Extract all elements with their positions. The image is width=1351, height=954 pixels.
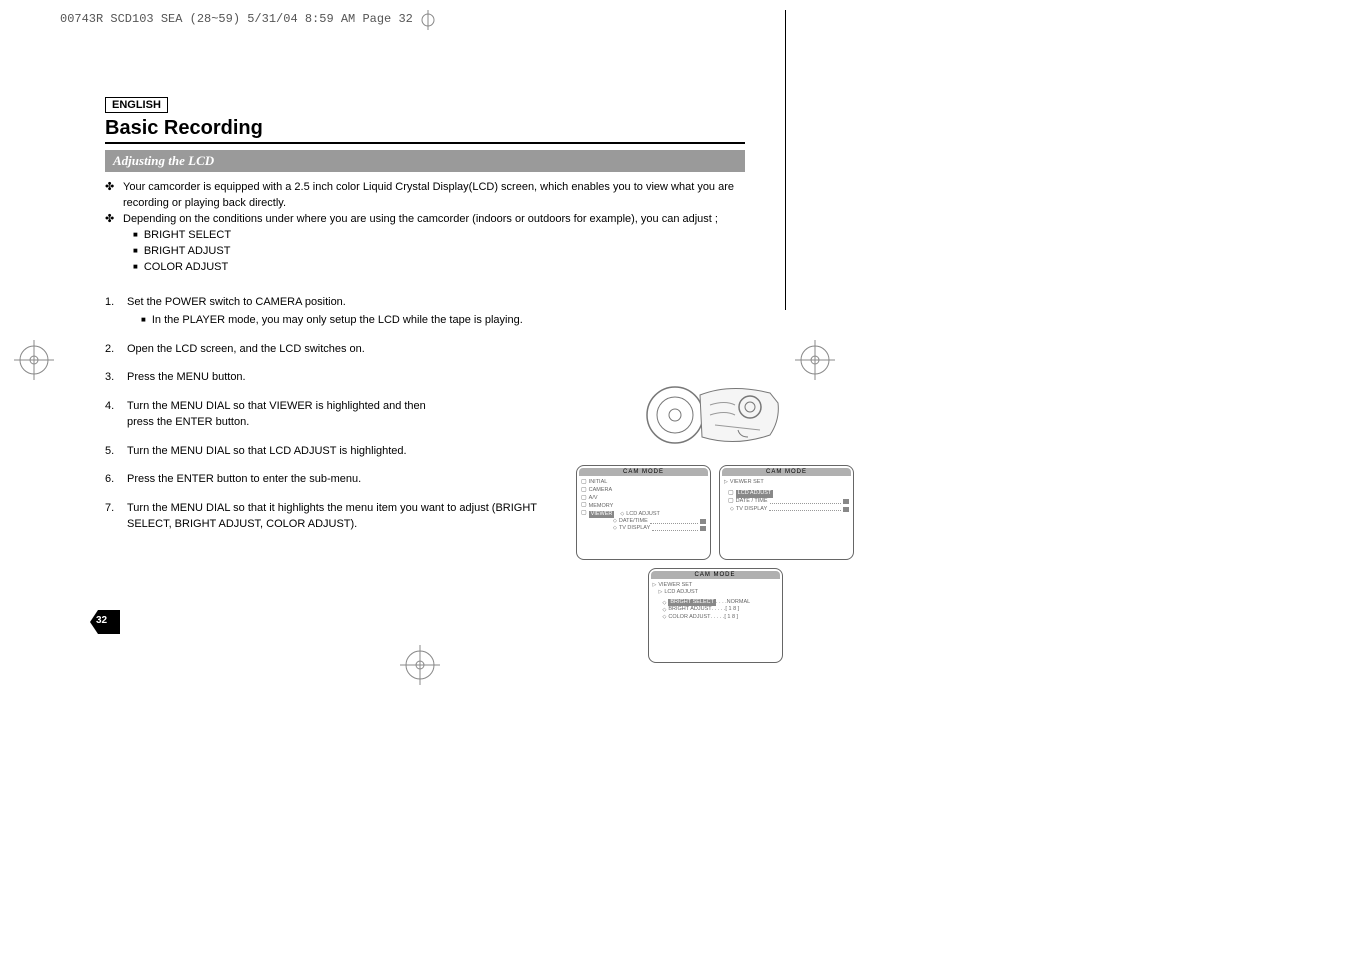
menu-subitem: LCD ADJUST: [614, 511, 659, 518]
adjust-list: BRIGHT SELECT BRIGHT ADJUST COLOR ADJUST: [105, 228, 745, 276]
bullet-icon: ✤: [105, 212, 117, 228]
menu-header: CAM MODE: [579, 468, 708, 476]
menu-content: INITIAL CAMERA A/V MEMORY VIEWER LCD ADJ…: [581, 479, 706, 532]
fold-line: [785, 10, 786, 310]
menu-subtitle: LCD ADJUST: [664, 589, 698, 596]
menu-value: [ 1 8 ]: [724, 614, 738, 621]
crop-mark-bottom-icon: [400, 645, 440, 685]
menu-item: BRIGHT ADJUST: [668, 606, 711, 613]
menu-screen-1: CAM MODE INITIAL CAMERA A/V MEMORY VIEWE…: [576, 465, 711, 560]
menu-item: CAMERA: [589, 487, 613, 494]
crop-mark-left-icon: [14, 340, 54, 380]
menu-screen-3: CAM MODE VIEWER SET LCD ADJUST BRIGHT SE…: [648, 568, 783, 663]
step-subtext: In the PLAYER mode, you may only setup t…: [127, 312, 523, 329]
list-item: COLOR ADJUST: [133, 260, 745, 276]
menu-item-highlighted: BRIGHT SELECT: [668, 599, 716, 606]
menu-item: COLOR ADJUST: [668, 614, 710, 621]
steps-block: 1. Set the POWER switch to CAMERA positi…: [105, 294, 525, 533]
menu-title: VIEWER SET: [658, 582, 692, 589]
step-text: Set the POWER switch to CAMERA position.: [127, 296, 346, 308]
step-num: 7.: [105, 500, 119, 533]
step-num: 2.: [105, 341, 119, 358]
step-text: Open the LCD screen, and the LCD switche…: [127, 341, 365, 358]
menu-screen-2: CAM MODE VIEWER SET LCD ADJUST DATE / TI…: [719, 465, 854, 560]
step-num: 5.: [105, 443, 119, 460]
menu-value: [ 1 8 ]: [725, 606, 739, 613]
step-num: 1.: [105, 294, 119, 329]
step-text: Turn the MENU DIAL so that LCD ADJUST is…: [127, 443, 407, 460]
page-title: Basic Recording: [105, 117, 745, 144]
step-num: 4.: [105, 398, 119, 431]
figures-area: CAM MODE INITIAL CAMERA A/V MEMORY VIEWE…: [575, 375, 855, 663]
crop-mark-top-icon: [418, 10, 438, 30]
menu-item: DATE / TIME: [736, 498, 768, 505]
menu-item: TV DISPLAY: [736, 506, 767, 513]
menu-content: VIEWER SET LCD ADJUST BRIGHT SELECT. . .…: [653, 582, 778, 621]
print-slug: 00743R SCD103 SEA (28~59) 5/31/04 8:59 A…: [60, 12, 413, 26]
page-content: ENGLISH Basic Recording Adjusting the LC…: [105, 95, 745, 545]
menu-header: CAM MODE: [722, 468, 851, 476]
menu-row: CAM MODE INITIAL CAMERA A/V MEMORY VIEWE…: [575, 465, 855, 560]
menu-subitem: DATE/TIME: [619, 518, 648, 525]
menu-item-highlighted: LCD ADJUST: [736, 490, 774, 497]
list-item: BRIGHT SELECT: [133, 228, 745, 244]
step-num: 6.: [105, 471, 119, 488]
menu-item: INITIAL: [589, 479, 608, 486]
step-text: Press the ENTER button to enter the sub-…: [127, 471, 361, 488]
list-item: BRIGHT ADJUST: [133, 244, 745, 260]
step-text: Turn the MENU DIAL so that VIEWER is hig…: [127, 398, 455, 431]
menu-content: VIEWER SET LCD ADJUST DATE / TIME TV DIS…: [724, 479, 849, 513]
intro-text-1: Your camcorder is equipped with a 2.5 in…: [123, 180, 745, 212]
menu-subitem: TV DISPLAY: [619, 525, 650, 532]
step-num: 3.: [105, 369, 119, 386]
camcorder-illustration: [640, 375, 790, 455]
menu-item: MEMORY: [589, 503, 614, 510]
intro-block: ✤ Your camcorder is equipped with a 2.5 …: [105, 180, 745, 276]
menu-value: NORMAL: [727, 599, 751, 606]
step-text: Press the MENU button.: [127, 369, 246, 386]
intro-text-2: Depending on the conditions under where …: [123, 212, 718, 228]
bullet-icon: ✤: [105, 180, 117, 196]
menu-header: CAM MODE: [651, 571, 780, 579]
menu-title: VIEWER SET: [730, 479, 764, 486]
language-badge: ENGLISH: [105, 97, 168, 113]
menu-item-highlighted: VIEWER: [589, 511, 615, 518]
page-number: 32: [96, 615, 107, 626]
subtitle-bar: Adjusting the LCD: [105, 150, 745, 172]
menu-item: A/V: [589, 495, 598, 502]
crop-mark-right-icon: [795, 340, 835, 380]
step-text: Turn the MENU DIAL so that it highlights…: [127, 500, 545, 533]
